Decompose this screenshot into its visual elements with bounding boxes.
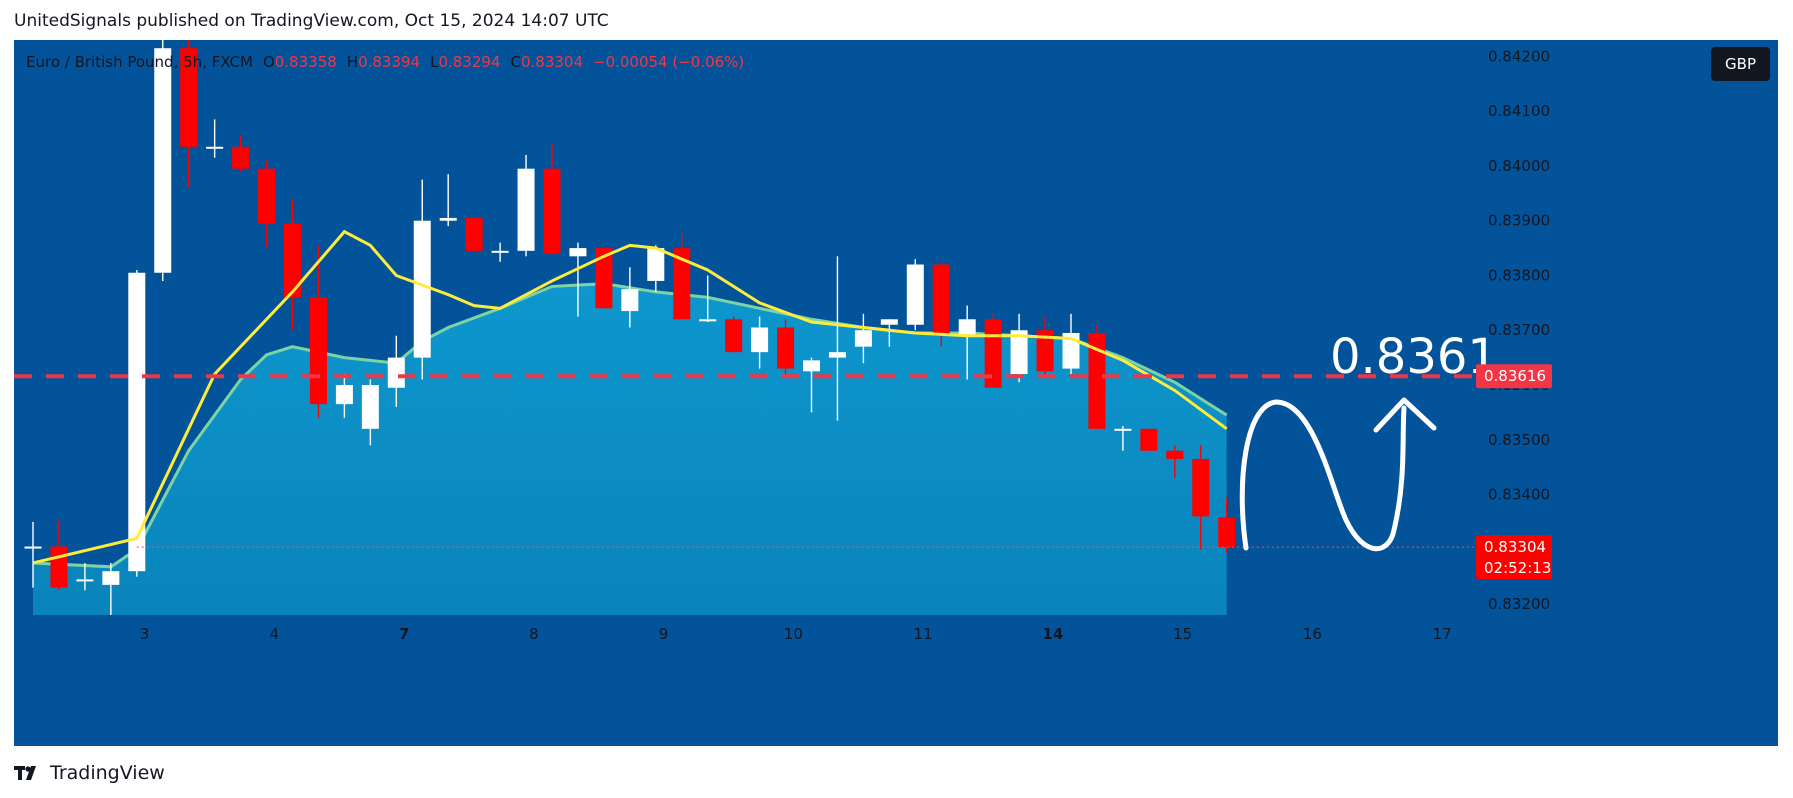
candle-body bbox=[725, 319, 743, 353]
candle-body bbox=[24, 546, 42, 549]
date-tick-label: 4 bbox=[270, 625, 280, 643]
price-tick-label: 0.83200 bbox=[1488, 595, 1550, 613]
candle-body bbox=[751, 327, 769, 353]
candle-body bbox=[803, 360, 820, 372]
candle-body bbox=[491, 250, 509, 253]
candle-body bbox=[699, 319, 717, 322]
low-value: 0.83294 bbox=[438, 53, 501, 71]
candle-body bbox=[1218, 517, 1236, 548]
candle-body bbox=[284, 223, 301, 298]
candle-body bbox=[569, 248, 587, 257]
date-tick-label: 10 bbox=[784, 625, 803, 643]
chart-frame[interactable]: 0.832000.833000.834000.835000.836000.837… bbox=[14, 40, 1778, 746]
candle-body bbox=[880, 319, 898, 325]
candle-body bbox=[1036, 330, 1054, 372]
price-tick-label: 0.83800 bbox=[1488, 266, 1550, 284]
candles-group bbox=[24, 40, 1236, 615]
time-axis-labels: 3 4 7 8 9 10 11 14 15 16 17 bbox=[140, 625, 1452, 643]
projection-arrowhead bbox=[1373, 397, 1437, 433]
publish-line: UnitedSignals published on TradingView.c… bbox=[14, 11, 609, 31]
last-price-tag: 0.83304 02:52:13 bbox=[1476, 535, 1552, 580]
high-value: 0.83394 bbox=[358, 53, 421, 71]
price-tick-label: 0.84000 bbox=[1488, 157, 1550, 175]
candle-body bbox=[1114, 428, 1132, 431]
projection-wave-drawing bbox=[1239, 399, 1407, 552]
candle-body bbox=[50, 546, 68, 588]
symbol-legend[interactable]: Euro / British Pound, 5h, FXCM O0.83358 H0… bbox=[26, 53, 744, 71]
candle-body bbox=[387, 357, 405, 388]
date-tick-label: 16 bbox=[1303, 625, 1322, 643]
candle-body bbox=[76, 579, 94, 582]
svg-text:0.83616: 0.83616 bbox=[1484, 367, 1546, 385]
candle-body bbox=[1088, 332, 1106, 429]
candle-body bbox=[854, 330, 872, 347]
date-tick-label: 11 bbox=[914, 625, 933, 643]
open-value: 0.83358 bbox=[274, 53, 337, 71]
date-tick-label: 7 bbox=[399, 625, 409, 643]
svg-text:02:52:13: 02:52:13 bbox=[1484, 559, 1551, 577]
candle-body bbox=[439, 217, 457, 221]
close-label: C bbox=[510, 53, 521, 71]
candle-body bbox=[232, 146, 250, 169]
date-tick-label: 9 bbox=[659, 625, 669, 643]
candle-body bbox=[517, 168, 535, 251]
ma-fast-line bbox=[32, 229, 1228, 565]
chart-canvas[interactable]: 0.832000.833000.834000.835000.836000.837… bbox=[14, 40, 1778, 746]
candle-body bbox=[413, 220, 431, 358]
candle-body bbox=[647, 248, 665, 281]
close-value: 0.83304 bbox=[520, 53, 583, 71]
date-tick-label: 17 bbox=[1433, 625, 1452, 643]
candle-body bbox=[1062, 332, 1080, 369]
candle-body bbox=[828, 352, 846, 358]
candle-body bbox=[128, 272, 146, 572]
price-axis-panel[interactable] bbox=[1474, 40, 1778, 615]
footer-brand[interactable]: TradingView bbox=[14, 762, 165, 784]
candle-body bbox=[102, 571, 120, 585]
price-tick-label: 0.83900 bbox=[1488, 212, 1550, 230]
low-label: L bbox=[430, 53, 439, 71]
candle-body bbox=[621, 289, 639, 312]
price-tick-label: 0.83700 bbox=[1488, 321, 1550, 339]
candle-body bbox=[958, 319, 976, 336]
candle-body bbox=[1140, 428, 1158, 451]
high-label: H bbox=[346, 53, 359, 71]
candle-body bbox=[777, 327, 795, 369]
candle-body bbox=[154, 48, 172, 273]
candle-body bbox=[206, 146, 224, 149]
change-value: −0.00054 (−0.06%) bbox=[593, 53, 745, 71]
tradingview-logo-icon bbox=[14, 766, 36, 780]
price-tick-label: 0.84100 bbox=[1488, 102, 1550, 120]
candle-body bbox=[595, 248, 613, 309]
price-tick-label: 0.83400 bbox=[1488, 486, 1550, 504]
candle-body bbox=[180, 48, 198, 147]
currency-badge[interactable]: GBP bbox=[1711, 47, 1770, 81]
candle-body bbox=[906, 264, 924, 325]
date-tick-label: 15 bbox=[1173, 625, 1192, 643]
open-label: O bbox=[262, 53, 275, 71]
footer-brand-text: TradingView bbox=[50, 762, 165, 784]
date-tick-label: 8 bbox=[529, 625, 539, 643]
candle-body bbox=[1010, 330, 1028, 375]
candle-body bbox=[258, 168, 276, 224]
candle-body bbox=[309, 297, 327, 405]
candle-body bbox=[1192, 458, 1210, 517]
price-tick-label: 0.83500 bbox=[1488, 431, 1550, 449]
ma-area-fill bbox=[33, 283, 1227, 615]
price-tick-label: 0.84200 bbox=[1488, 47, 1550, 65]
candle-body bbox=[361, 385, 379, 429]
candle-body bbox=[543, 168, 561, 254]
candle-body bbox=[465, 217, 483, 251]
date-tick-label: 14 bbox=[1042, 625, 1063, 643]
candle-body bbox=[673, 248, 691, 320]
svg-text:0.83304: 0.83304 bbox=[1484, 538, 1546, 556]
candle-body bbox=[335, 385, 353, 405]
level-price-tag: 0.83616 bbox=[1476, 364, 1552, 389]
target-price-annotation: 0.8361 bbox=[1330, 329, 1498, 385]
candle-body bbox=[1166, 450, 1184, 459]
date-tick-label: 3 bbox=[140, 625, 150, 643]
symbol-name[interactable]: Euro / British Pound, 5h, FXCM bbox=[26, 53, 253, 71]
candle-body bbox=[932, 264, 950, 336]
